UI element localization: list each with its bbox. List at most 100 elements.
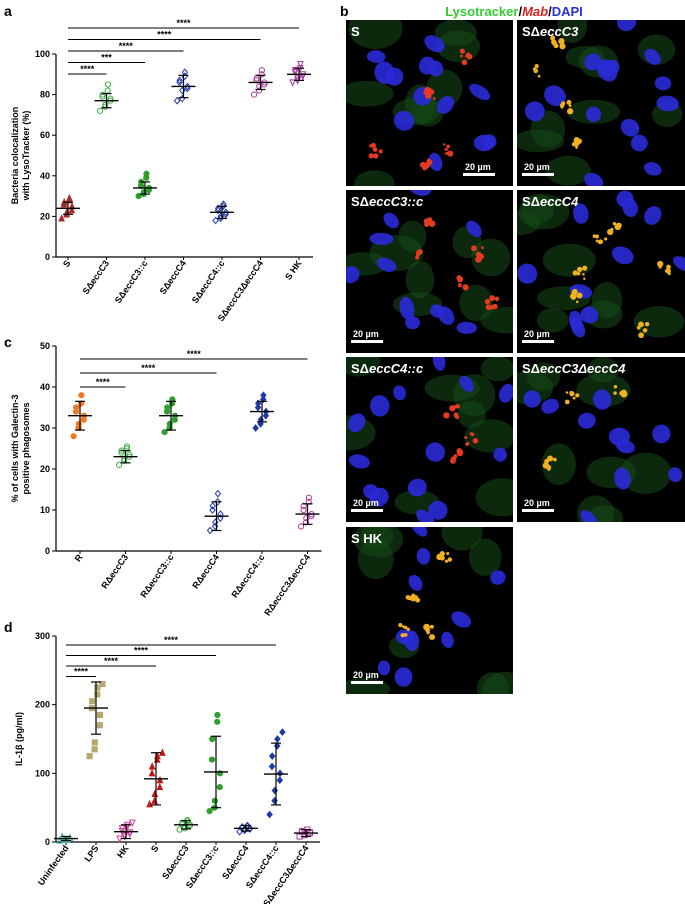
cytoplasm-stain — [542, 243, 596, 277]
bacteria-stain — [416, 249, 420, 253]
bacteria-stain — [456, 449, 464, 457]
bacteria-stain — [454, 414, 460, 420]
micrograph-label-prefix: SΔ — [351, 194, 369, 209]
data-point — [173, 96, 181, 105]
bacteria-stain — [447, 150, 454, 157]
significance-label: **** — [119, 41, 134, 51]
nucleus — [652, 424, 671, 444]
nucleus — [416, 509, 435, 522]
data-point — [91, 746, 98, 753]
nucleus — [399, 296, 415, 321]
bacteria-stain — [446, 551, 450, 556]
micrograph-label: SΔeccC3::c — [351, 194, 424, 209]
micrograph-label-prefix: S — [351, 24, 360, 39]
data-point — [254, 399, 262, 408]
cytoplasm-stain — [541, 443, 576, 486]
data-point — [156, 775, 164, 784]
nucleus — [656, 95, 679, 112]
micrograph-label-strain: eccC4::c — [369, 361, 424, 376]
nucleus — [451, 611, 472, 628]
data-point — [216, 783, 223, 791]
y-tick-label: 80 — [40, 90, 50, 100]
data-point — [97, 107, 104, 114]
cytoplasm-stain — [346, 415, 376, 451]
bacteria-stain — [613, 384, 618, 389]
nucleus — [580, 306, 599, 324]
cytoplasm-stain — [405, 260, 435, 299]
bacteria-stain — [406, 627, 410, 631]
nucleus — [544, 85, 566, 107]
x-tick-label: Uninfected — [36, 843, 71, 887]
nucleus — [672, 256, 685, 272]
cytoplasm-stain — [459, 284, 494, 322]
micrograph-label-prefix: S HK — [351, 531, 383, 546]
micrograph-label: SΔeccC3ΔeccC4 — [522, 361, 626, 376]
nucleus — [348, 454, 370, 469]
data-point — [156, 782, 164, 791]
bacteria-stain — [427, 88, 433, 93]
bacteria-stain — [378, 149, 383, 154]
nucleus — [456, 321, 477, 334]
data-point — [99, 680, 106, 688]
bacteria-stain — [644, 321, 650, 327]
nucleus — [596, 59, 618, 82]
nucleus — [493, 447, 507, 462]
y-tick-label: 50 — [40, 341, 50, 351]
x-tick-label: RΔeccC3 — [99, 552, 130, 590]
chart-colocalization: 0 20 40 60 80 100 Bacteria colocalizationwith … — [10, 18, 313, 323]
significance-label: **** — [134, 646, 149, 656]
bacteria-stain — [570, 293, 577, 300]
bacteria-stain — [415, 255, 420, 260]
bacteria-stain — [398, 623, 403, 628]
data-point — [135, 193, 142, 200]
cytoplasm-stain — [464, 419, 513, 453]
data-point — [102, 103, 109, 110]
cytoplasm-stain — [517, 129, 565, 153]
data-point — [266, 810, 273, 819]
data-point — [209, 502, 216, 510]
significance-label: **** — [176, 18, 191, 28]
data-point — [300, 506, 307, 514]
nucleus — [585, 106, 602, 122]
bacteria-stain — [560, 105, 564, 109]
bacteria-stain — [534, 64, 539, 69]
y-tick-label: 100 — [35, 49, 50, 59]
data-point — [209, 506, 216, 514]
data-point — [297, 61, 304, 69]
data-point — [143, 170, 150, 177]
bacteria-stain — [604, 237, 608, 241]
y-axis-label: % of cells with Galectin-3positive phago… — [10, 394, 31, 502]
scale-bar — [522, 340, 554, 343]
bacteria-stain — [566, 108, 574, 115]
cytoplasm-stain — [521, 194, 555, 225]
bacteria-stain — [544, 458, 550, 464]
bacteria-stain — [598, 240, 602, 245]
bacteria-stain — [620, 390, 628, 398]
bacteria-stain — [582, 273, 585, 276]
data-point — [58, 214, 65, 222]
data-point — [220, 200, 227, 209]
data-point — [214, 711, 221, 719]
bacteria-stain — [450, 458, 456, 464]
nucleus — [499, 383, 513, 403]
nucleus — [416, 547, 431, 565]
x-tick-label: HK — [115, 843, 131, 860]
bacteria-stain — [484, 298, 491, 305]
data-point — [217, 514, 224, 523]
x-tick-label: S — [61, 258, 73, 269]
bacteria-stain — [457, 283, 462, 288]
data-point — [184, 82, 191, 91]
bacteria-stain — [489, 295, 496, 301]
data-point — [291, 69, 299, 77]
bacteria-stain — [575, 300, 579, 304]
nucleus — [580, 510, 598, 522]
nucleus — [408, 190, 432, 196]
cytoplasm-stain — [426, 69, 463, 108]
nucleus — [441, 631, 454, 649]
cytoplasm-stain — [475, 478, 513, 517]
data-point — [148, 769, 156, 777]
header-separator-1: / — [518, 4, 522, 19]
y-axis-label: IL-1β (pg/ml) — [14, 712, 24, 766]
